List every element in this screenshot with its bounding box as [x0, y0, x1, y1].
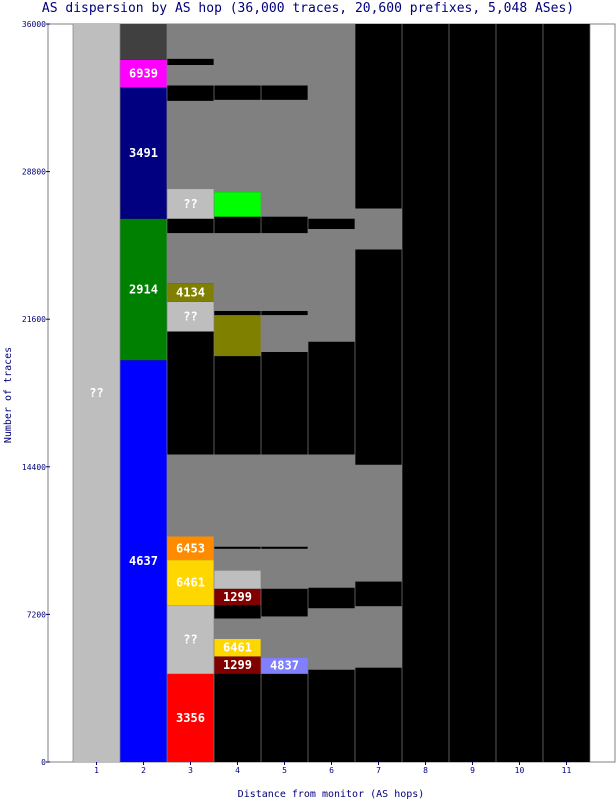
- segment-label: 4134: [176, 286, 205, 300]
- segment-label: 1299: [223, 658, 252, 672]
- y-tick-label: 28800: [22, 168, 46, 177]
- bar-segment-hop-4-1299: [214, 656, 261, 674]
- bar-segment-hop-2-6939: [120, 59, 167, 88]
- bar-segment-hop-5: [261, 233, 308, 311]
- bar-segment-hop-3-unknownunknown: [167, 605, 214, 674]
- bar-segment-hop-1-unknownunknown: [73, 24, 120, 762]
- bar-segment-hop-3: [167, 24, 214, 59]
- y-axis-title: Number of traces: [3, 347, 14, 443]
- bar-segment-hop-3: [167, 233, 214, 284]
- y-tick-label: 0: [41, 758, 46, 767]
- x-tick-label: 3: [188, 766, 193, 775]
- bar-segment-hop-5: [261, 315, 308, 352]
- bar-segment-hop-3: [167, 100, 214, 190]
- bar-segment-hop-5: [261, 616, 308, 658]
- bar-segment-hop-2: [120, 24, 167, 60]
- segment-label: 4837: [270, 659, 299, 673]
- segment-label: 2914: [129, 282, 158, 296]
- bar-segment-hop-3-6453: [167, 536, 214, 561]
- bar-segment-hop-5: [261, 548, 308, 589]
- bar-segment-hop-4: [214, 548, 261, 571]
- bar-segment-hop-3: [167, 65, 214, 86]
- bar-segment-hop-3-unknownunknown: [167, 301, 214, 332]
- segment-label: 3491: [129, 146, 158, 160]
- bar-segment-hop-7: [355, 606, 402, 668]
- column-dividers: [72, 24, 591, 762]
- bar-segment-hop-3-3356: [167, 673, 214, 762]
- y-tick-label: 21600: [22, 315, 46, 324]
- x-axis: 1 2 3 4 5 6 7 8 9 10 11: [94, 762, 571, 775]
- bar-segment-hop-4: [214, 618, 261, 639]
- segment-label: 1299: [223, 590, 252, 604]
- bar-segment-hop-4-1299: [214, 588, 261, 606]
- bar-segment-hop-4: [214, 99, 261, 193]
- x-tick-label: 8: [423, 766, 428, 775]
- segment-label: 6461: [223, 641, 252, 655]
- segment-label: ??: [183, 633, 197, 647]
- y-tick-label: 14400: [22, 463, 46, 472]
- bar-segment-hop-4: [214, 315, 261, 357]
- bar-segment-hop-4: [214, 570, 261, 589]
- segment-label: ??: [183, 310, 197, 324]
- x-axis-title: Distance from monitor (AS hops): [238, 789, 425, 800]
- x-tick-label: 1: [94, 766, 99, 775]
- x-tick-label: 6: [329, 766, 334, 775]
- segment-label: 4637: [129, 554, 158, 568]
- bar-segment-hop-3-6461: [167, 560, 214, 606]
- segment-label: ??: [89, 386, 103, 400]
- bar-segment-hop-3-4134: [167, 283, 214, 302]
- bar-segment-hop-4: [214, 192, 261, 217]
- bar-segment-hop-6: [308, 24, 355, 219]
- segment-label: 6453: [176, 541, 205, 555]
- x-tick-label: 5: [282, 766, 287, 775]
- chart-title: AS dispersion by AS hop (36,000 traces, …: [42, 1, 574, 16]
- x-tick-label: 10: [515, 766, 525, 775]
- x-tick-label: 2: [141, 766, 146, 775]
- x-tick-label: 7: [376, 766, 381, 775]
- bars-layer: [73, 24, 590, 762]
- bar-segment-hop-4: [214, 233, 261, 311]
- bar-segment-hop-7: [355, 464, 402, 582]
- bar-segment-hop-2-2914: [120, 218, 167, 361]
- bar-segment-hop-2-4637: [120, 360, 167, 762]
- bar-segment-hop-4: [214, 454, 261, 547]
- x-tick-label: 4: [235, 766, 240, 775]
- segment-label: 6939: [129, 67, 158, 81]
- segment-labels: ?? 4637 2914 3491 6939 3356?? 6461 6453?? 4134??…: [89, 67, 299, 725]
- bar-segment-hop-6: [308, 229, 355, 342]
- bar-segment-hop-5: [261, 24, 308, 86]
- segment-label: 3356: [176, 711, 205, 725]
- bar-segment-hop-4-6461: [214, 639, 261, 657]
- bar-segment-hop-5-4837: [261, 657, 308, 674]
- bar-segment-hop-7: [355, 208, 402, 250]
- x-tick-label: 9: [470, 766, 475, 775]
- bar-segment-hop-3: [167, 454, 214, 537]
- bar-segment-hop-6: [308, 608, 355, 670]
- bar-segment-hop-4: [214, 24, 261, 86]
- segment-label: 6461: [176, 576, 205, 590]
- y-tick-label: 7200: [27, 610, 46, 619]
- bar-segment-hop-6: [308, 454, 355, 588]
- x-tick-label: 11: [562, 766, 572, 775]
- y-tick-label: 36000: [22, 20, 46, 29]
- bar-segment-hop-2-3491: [120, 87, 167, 219]
- bar-segment-hop-5: [261, 454, 308, 547]
- bar-segment-hop-3-unknownunknown: [167, 189, 214, 219]
- bar-segment-hop-5: [261, 99, 308, 217]
- segment-label: ??: [183, 197, 197, 211]
- y-axis: 0 7200 14400 21600 28800 36000: [22, 20, 50, 767]
